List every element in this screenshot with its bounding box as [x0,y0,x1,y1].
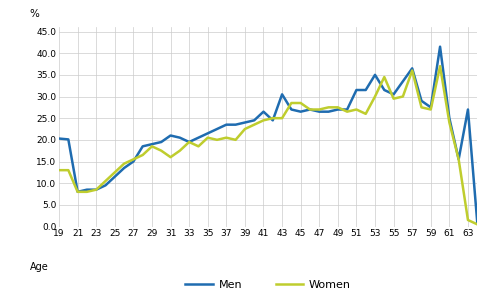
Women [456,158,461,161]
Text: Age: Age [30,262,49,272]
Women [214,138,220,142]
Women [251,123,257,127]
Legend: Men, Women: Men, Women [181,276,355,295]
Women [316,108,322,111]
Women [465,218,471,222]
Women [261,118,267,122]
Men [298,110,304,114]
Men [363,88,369,92]
Men [149,142,155,146]
Women [242,127,248,131]
Women [344,110,350,114]
Women [158,149,164,153]
Men [242,121,248,124]
Women [84,190,90,194]
Men [130,160,136,163]
Men [93,188,99,191]
Women [400,95,406,98]
Men [158,140,164,144]
Men [56,137,62,140]
Women [307,108,313,111]
Line: Men: Men [59,47,477,222]
Women [446,121,452,124]
Women [140,153,146,157]
Men [205,132,211,135]
Men [102,184,108,187]
Men [65,138,71,141]
Men [75,190,81,194]
Women [419,105,425,109]
Women [363,112,369,116]
Women [326,105,332,109]
Women [428,108,434,111]
Women [223,136,229,140]
Women [391,97,397,101]
Men [84,188,90,191]
Women [186,140,192,144]
Women [102,179,108,183]
Men [400,79,406,83]
Men [233,123,239,127]
Men [437,45,443,49]
Men [261,110,267,114]
Women [121,162,127,165]
Men [326,110,332,114]
Men [223,123,229,127]
Women [149,145,155,148]
Men [344,108,350,111]
Men [307,108,313,111]
Men [391,92,397,96]
Women [168,155,174,159]
Women [93,188,99,191]
Men [335,108,341,111]
Women [335,105,341,109]
Women [205,136,211,140]
Women [233,138,239,142]
Men [428,105,434,109]
Men [279,92,285,96]
Men [316,110,322,114]
Women [437,64,443,68]
Men [112,175,118,178]
Women [474,223,480,226]
Men [186,140,192,144]
Men [381,88,387,92]
Women [298,101,304,105]
Women [65,168,71,172]
Women [288,101,294,105]
Men [353,88,359,92]
Men [121,166,127,170]
Men [288,108,294,111]
Men [251,118,257,122]
Women [177,149,183,153]
Women [353,108,359,111]
Women [75,190,81,194]
Text: %: % [30,9,40,19]
Men [195,136,201,140]
Men [409,66,415,70]
Women [372,95,378,98]
Women [195,145,201,148]
Women [270,116,276,120]
Line: Women: Women [59,66,477,224]
Men [270,118,276,122]
Men [372,73,378,77]
Men [419,99,425,103]
Men [140,145,146,148]
Men [456,158,461,161]
Men [177,136,183,140]
Women [56,168,62,172]
Women [381,75,387,79]
Women [130,158,136,161]
Women [409,69,415,72]
Men [446,116,452,120]
Women [279,116,285,120]
Men [465,108,471,111]
Men [214,127,220,131]
Women [112,171,118,174]
Men [168,134,174,137]
Men [474,220,480,224]
